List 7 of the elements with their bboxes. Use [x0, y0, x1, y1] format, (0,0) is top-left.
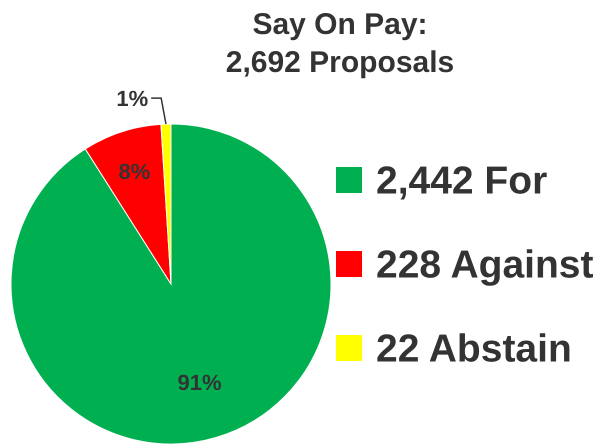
- data-label: 8%: [118, 159, 150, 184]
- legend-label: 2,442 For: [376, 160, 548, 203]
- legend-label: 22 Abstain: [376, 328, 572, 371]
- data-label: 91%: [178, 370, 222, 396]
- chart-title: Say On Pay: 2,692 Proposals: [226, 8, 454, 79]
- legend-label: 228 Against: [376, 244, 594, 287]
- data-label: 1%: [116, 86, 148, 111]
